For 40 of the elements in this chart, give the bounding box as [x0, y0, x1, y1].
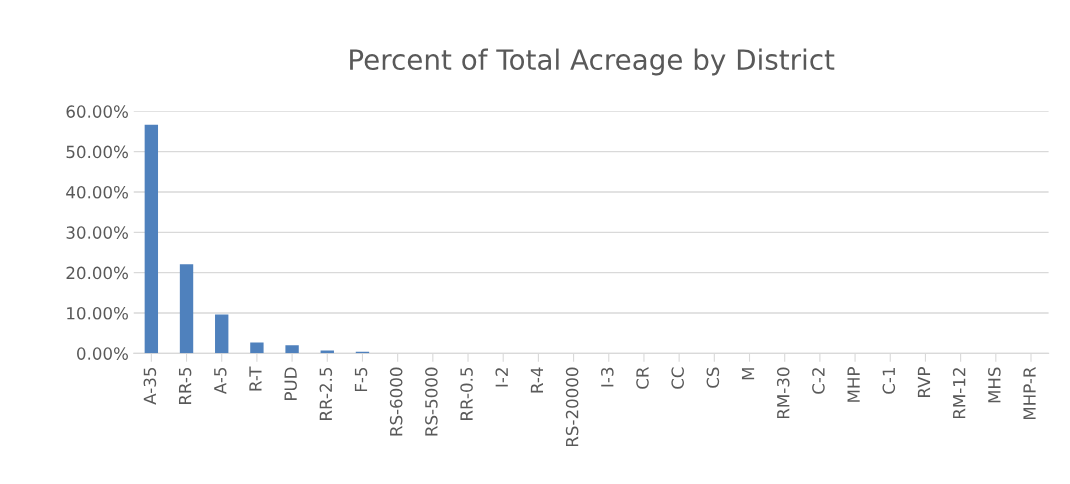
x-tick-label: C-2	[812, 368, 825, 394]
x-tick-label: RM-12	[952, 368, 966, 419]
x-tick-label: R-4	[530, 367, 543, 393]
y-tick-label: 10.00%	[67, 306, 128, 320]
x-tick-label: MHP-R	[1023, 366, 1036, 420]
x-tick-label: CC	[671, 367, 684, 389]
x-tick-label: RS-6000	[389, 367, 403, 436]
x-tick-label: RM-30	[776, 367, 790, 419]
x-tick-label: RR-2.5	[319, 367, 333, 420]
x-tick-label: MHS	[988, 367, 1001, 403]
x-tick-label: RS-5000	[425, 367, 438, 436]
y-tick-label: 60.00%	[66, 105, 128, 118]
x-tick-label: CR	[636, 366, 649, 389]
x-tick-label: A-35	[143, 367, 157, 405]
x-tick-label: MHP	[847, 367, 860, 402]
x-tick-label: R-T	[249, 366, 262, 391]
x-tick-label: RS-20000	[565, 367, 579, 447]
bar	[215, 314, 229, 354]
x-tick-label: I-2	[495, 368, 508, 387]
bar	[250, 342, 264, 354]
bar	[320, 350, 334, 354]
x-tick-label: C-1	[882, 368, 896, 394]
bar	[285, 345, 299, 354]
x-tick-label: M	[741, 368, 755, 380]
x-tick-label: RVP	[917, 367, 931, 397]
x-tick-label: A-5	[214, 367, 227, 395]
x-tick-label: I-3	[601, 367, 614, 387]
chart-title: Percent of Total Acreage by District	[350, 48, 835, 76]
x-tick-label: RR-5	[178, 367, 192, 404]
y-tick-label: 0.00%	[77, 347, 128, 360]
y-tick-label: 20.00%	[66, 266, 128, 280]
x-tick-label: CS	[706, 367, 720, 388]
y-tick-label: 50.00%	[66, 145, 128, 159]
bar	[144, 124, 159, 354]
x-tick-label: RR-0.5	[460, 367, 473, 420]
x-tick-label: F-5	[354, 367, 368, 392]
y-tick-label: 30.00%	[66, 226, 128, 239]
x-tick-label: PUD	[284, 367, 297, 400]
y-tick-label: 40.00%	[66, 185, 128, 199]
bar	[179, 264, 194, 354]
